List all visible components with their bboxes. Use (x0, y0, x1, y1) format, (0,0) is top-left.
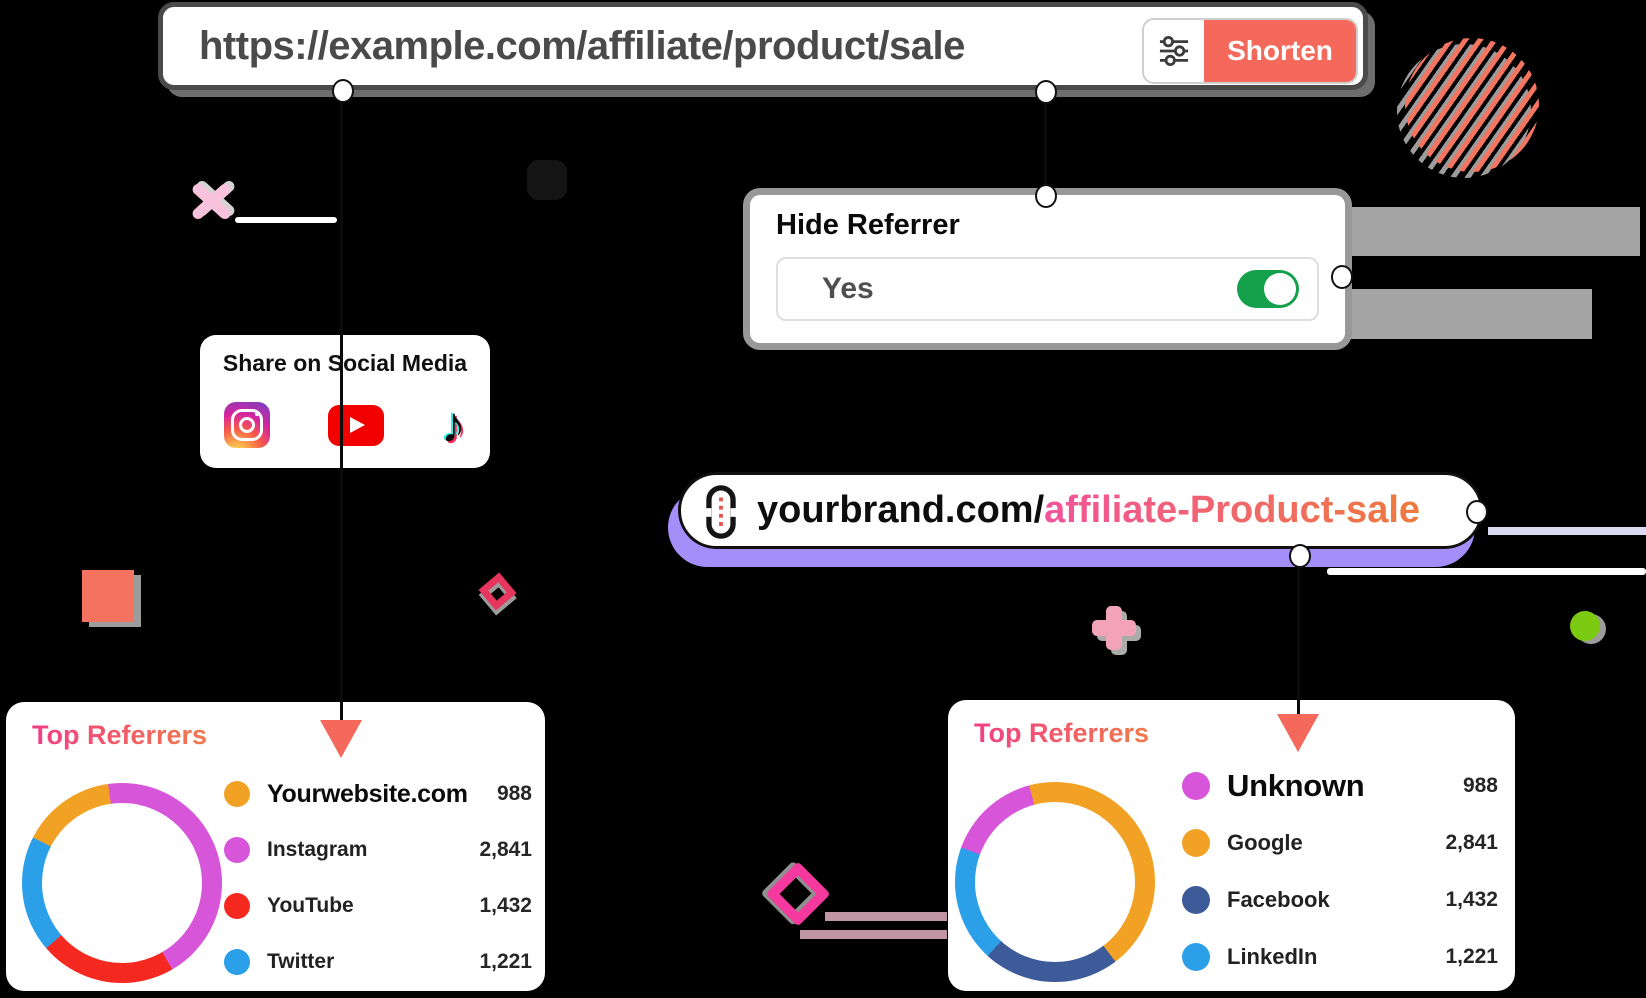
hide-referrer-toggle[interactable] (1237, 270, 1299, 308)
legend-value: 1,432 (1445, 887, 1498, 911)
share-card: Share on Social Media ♪ (200, 335, 490, 468)
legend-value: 1,221 (1445, 944, 1498, 968)
connector-dot (1289, 544, 1311, 568)
short-link-pill[interactable]: yourbrand.com/affiliate-Product-sale (678, 472, 1483, 549)
legend-row: Google 2,841 (1182, 814, 1498, 871)
url-input-bar[interactable]: https://example.com/affiliate/product/sa… (158, 2, 1368, 90)
connector-dot (332, 79, 354, 103)
decor-lavender-line (1488, 527, 1646, 535)
legend-row: Yourwebsite.com 988 (224, 766, 532, 822)
legend-value: 1,221 (479, 950, 532, 973)
plus-icon (1092, 606, 1136, 650)
connector-dot (1331, 265, 1353, 289)
legend-row: Unknown 988 (1182, 757, 1498, 814)
connector-dot (1035, 184, 1057, 208)
top-referrers-card-right: Top Referrers Unknown 988 Google 2,841 Faceb… (948, 700, 1515, 991)
legend-color-dot (1182, 771, 1210, 800)
legend-color-dot (1182, 885, 1210, 914)
share-card-title: Share on Social Media (222, 350, 468, 376)
connector-dot (1035, 80, 1057, 104)
coral-square (82, 570, 134, 622)
referrers-legend: Yourwebsite.com 988 Instagram 2,841 YouTube 1… (224, 766, 532, 990)
decor-white-line-2 (1327, 568, 1646, 575)
legend-row: Twitter 1,221 (224, 934, 532, 990)
url-input[interactable]: https://example.com/affiliate/product/sa… (199, 24, 965, 68)
arrow-right-card (1277, 714, 1319, 752)
legend-label: Yourwebsite.com (267, 779, 468, 808)
pink-diamond-icon (765, 861, 831, 927)
share-icons-row: ♪ (200, 396, 490, 454)
arrow-left-card (320, 720, 362, 758)
shorten-button[interactable]: Shorten (1204, 20, 1356, 82)
hide-referrer-value: Yes (822, 272, 874, 305)
legend-label: Twitter (267, 950, 335, 973)
legend-label: Google (1227, 829, 1303, 855)
youtube-icon[interactable] (327, 404, 384, 446)
instagram-icon[interactable] (224, 402, 270, 448)
legend-row: YouTube 1,432 (224, 878, 532, 934)
legend-label: YouTube (267, 894, 354, 917)
legend-value: 2,841 (1445, 830, 1498, 854)
legend-value: 988 (496, 782, 532, 805)
short-link-slug: affiliate-Product-sale (1044, 489, 1421, 531)
referrers-legend: Unknown 988 Google 2,841 Facebook 1,432 Linked… (1182, 757, 1498, 985)
legend-label: Facebook (1227, 886, 1330, 912)
decor-white-line (235, 217, 337, 223)
legend-row: Instagram 2,841 (224, 822, 532, 878)
hide-referrer-field: Yes (776, 257, 1319, 321)
settings-sliders-icon (1159, 36, 1189, 66)
legend-value: 988 (1462, 773, 1498, 797)
chain-link-icon (704, 485, 738, 539)
shorten-controls: Shorten (1142, 18, 1358, 84)
legend-label: Unknown (1227, 767, 1365, 803)
top-referrers-title: Top Referrers (974, 718, 1150, 748)
sparkle-x-icon (188, 180, 235, 224)
small-diamond-icon (478, 572, 517, 611)
legend-value: 1,432 (479, 894, 532, 917)
legend-color-dot (1182, 828, 1210, 857)
legend-row: LinkedIn 1,221 (1182, 928, 1498, 985)
referrers-donut-chart (955, 782, 1155, 982)
dark-blob (527, 160, 567, 200)
short-link-text: yourbrand.com/affiliate-Product-sale (757, 475, 1420, 546)
connector-line-left-card (340, 100, 343, 722)
legend-label: LinkedIn (1227, 943, 1318, 969)
legend-color-dot (224, 893, 250, 919)
gray-bar-top (1349, 207, 1640, 256)
referrers-donut-chart (22, 783, 222, 983)
options-button[interactable] (1144, 20, 1204, 82)
mauve-bar-bottom (800, 930, 947, 939)
legend-label: Instagram (267, 838, 368, 861)
connector-line-hide-card (1044, 100, 1047, 188)
connector-line-right-card (1297, 564, 1300, 716)
legend-color-dot (224, 949, 250, 975)
top-referrers-card-left: Top Referrers Yourwebsite.com 988 Instagra… (6, 702, 545, 991)
legend-color-dot (1182, 942, 1210, 971)
legend-color-dot (224, 837, 250, 863)
green-dot (1570, 611, 1600, 641)
short-link-prefix: yourbrand.com/ (757, 489, 1045, 531)
connector-dot (1466, 500, 1488, 524)
gray-bar-bottom (1349, 289, 1592, 339)
mauve-bar-top (825, 912, 947, 921)
hide-referrer-title: Hide Referrer (776, 209, 960, 241)
hide-referrer-card: Hide Referrer Yes (750, 195, 1345, 343)
legend-color-dot (224, 781, 250, 807)
legend-row: Facebook 1,432 (1182, 871, 1498, 928)
top-referrers-title: Top Referrers (32, 720, 208, 750)
legend-value: 2,841 (479, 838, 532, 861)
striped-circle (1405, 38, 1539, 172)
tiktok-icon[interactable]: ♪ (441, 397, 466, 453)
